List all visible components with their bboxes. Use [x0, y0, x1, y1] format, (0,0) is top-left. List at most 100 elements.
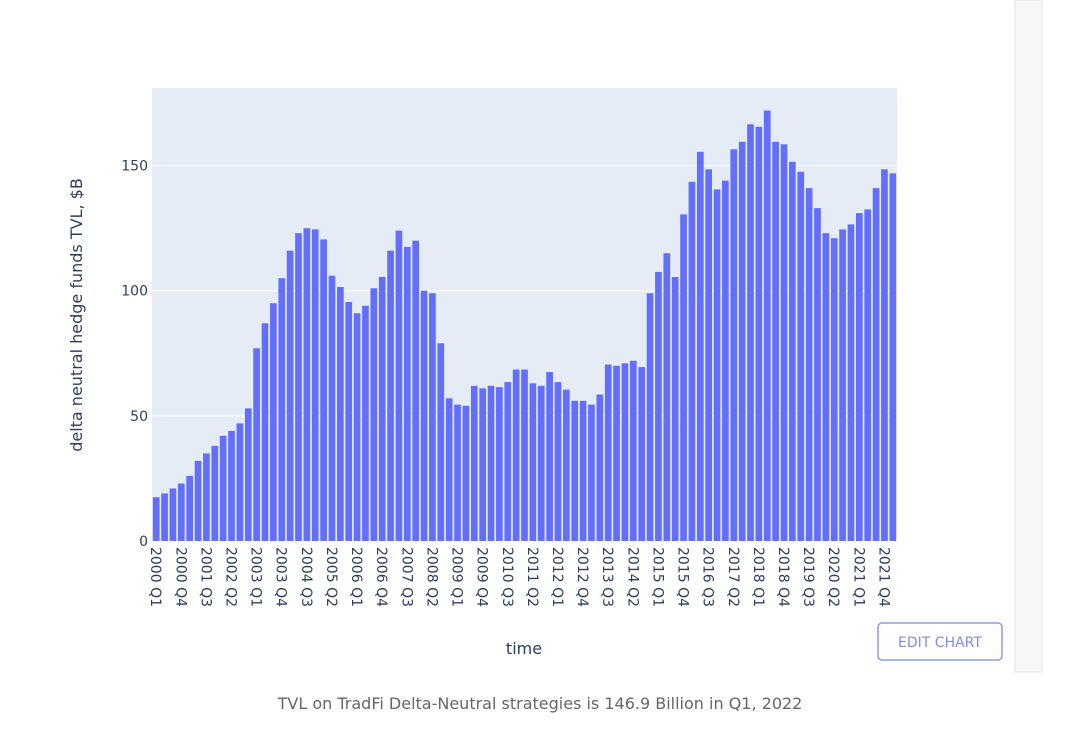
- bar: [822, 233, 830, 541]
- bar: [219, 435, 227, 541]
- x-tick-label: 2004 Q3: [298, 547, 314, 607]
- bar: [747, 124, 754, 542]
- bar: [546, 372, 553, 541]
- bar: [228, 430, 235, 541]
- bar: [763, 110, 771, 541]
- bar: [445, 398, 453, 541]
- bar: [830, 238, 838, 541]
- y-tick-label: 100: [121, 284, 148, 300]
- bar: [161, 493, 168, 541]
- bar: [730, 149, 738, 541]
- bar: [303, 228, 311, 541]
- bar: [496, 387, 503, 541]
- bar: [278, 278, 286, 541]
- bar: [387, 250, 394, 541]
- bar: [152, 497, 160, 541]
- bar: [864, 209, 872, 541]
- x-tick-label: 2009 Q1: [449, 547, 465, 607]
- bar: [638, 367, 646, 541]
- x-tick-label: 2018 Q4: [775, 547, 791, 607]
- x-tick-label: 2021 Q4: [875, 547, 891, 607]
- x-tick-label: 2002 Q2: [223, 547, 239, 607]
- bar: [688, 181, 696, 542]
- bar: [177, 483, 185, 541]
- bar: [261, 323, 269, 541]
- bar: [420, 290, 428, 541]
- bar: [512, 369, 520, 541]
- bar: [521, 369, 528, 541]
- bar: [253, 348, 260, 541]
- bar: [655, 271, 662, 541]
- bar: [429, 293, 436, 541]
- bar: [571, 400, 579, 541]
- edit-button-frame[interactable]: [877, 622, 1003, 661]
- x-tick-label: 2001 Q3: [197, 547, 213, 607]
- x-tick-label: 2003 Q4: [273, 547, 289, 607]
- bar: [814, 208, 821, 541]
- x-tick-label: 2003 Q1: [248, 547, 264, 607]
- bar: [403, 246, 411, 541]
- x-axis-title: time: [506, 639, 542, 658]
- bar: [588, 404, 595, 541]
- bar: [370, 288, 378, 541]
- bar: [362, 305, 369, 541]
- x-tick-label: 2000 Q4: [172, 547, 188, 607]
- x-tick-label: 2019 Q3: [800, 547, 816, 607]
- y-tick-label: 50: [130, 409, 148, 425]
- bar: [872, 188, 880, 541]
- bar: [328, 275, 336, 541]
- bar: [563, 389, 570, 541]
- bar: [194, 460, 202, 541]
- bar: [454, 404, 461, 541]
- edit-button-label[interactable]: EDIT CHART: [898, 635, 982, 651]
- bar: [311, 229, 319, 542]
- x-tick-label: 2012 Q4: [574, 547, 590, 607]
- bar: [295, 233, 302, 541]
- edit-button[interactable]: EDIT CHART: [877, 622, 1003, 661]
- y-tick-label: 150: [121, 159, 148, 175]
- bar: [805, 188, 813, 541]
- bar: [437, 343, 445, 541]
- bar: [738, 141, 746, 541]
- bar: [203, 453, 210, 541]
- bar: [186, 475, 194, 541]
- x-tick-label: 2010 Q3: [499, 547, 515, 607]
- bar: [772, 141, 779, 541]
- x-tick-label: 2015 Q4: [675, 547, 691, 607]
- bar: [839, 229, 846, 542]
- bar: [889, 173, 897, 542]
- bar: [479, 388, 486, 541]
- bar: [596, 394, 604, 541]
- bar: [487, 385, 495, 541]
- bar: [671, 276, 679, 541]
- bar: [504, 382, 512, 541]
- bar: [646, 293, 654, 541]
- x-tick-label: 2006 Q4: [373, 547, 389, 607]
- bar: [320, 239, 327, 542]
- x-tick-label: 2018 Q1: [750, 547, 766, 607]
- x-tick-label: 2014 Q2: [624, 547, 640, 607]
- x-tick-label: 2009 Q4: [474, 547, 490, 607]
- bar: [613, 365, 620, 541]
- x-tick-label: 2000 Q1: [147, 547, 163, 607]
- bar: [554, 382, 562, 541]
- bar: [855, 213, 863, 541]
- bar: [663, 253, 671, 542]
- bar: [470, 385, 478, 541]
- x-tick-label: 2006 Q1: [348, 547, 364, 607]
- x-tick-label: 2011 Q2: [524, 547, 540, 607]
- bar: [847, 224, 855, 541]
- x-tick-label: 2015 Q1: [649, 547, 665, 607]
- bar: [236, 423, 244, 541]
- bar: [336, 286, 344, 541]
- bar: [621, 363, 629, 541]
- x-tick-label: 2005 Q2: [323, 547, 339, 607]
- caption: TVL on TradFi Delta-Neutral strategies i…: [277, 694, 803, 713]
- bar: [696, 151, 704, 541]
- x-tick-label: 2020 Q2: [825, 547, 841, 607]
- bar: [270, 303, 277, 541]
- bar: [780, 144, 788, 542]
- bar: [378, 276, 386, 541]
